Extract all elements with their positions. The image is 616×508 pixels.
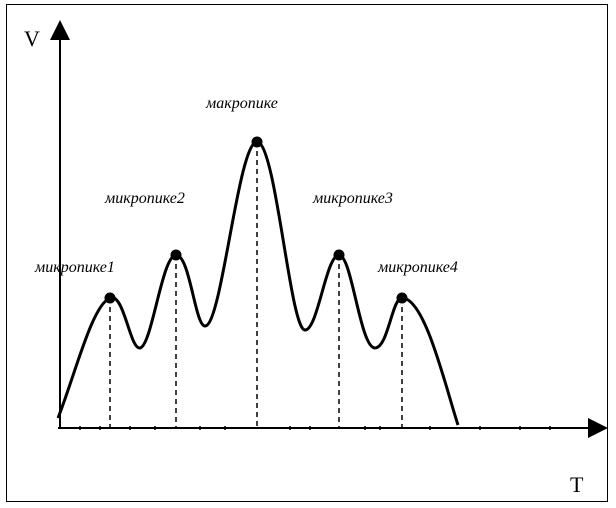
peak-label-5: микропике4 [377, 259, 458, 276]
peak-label-2: микропике2 [104, 190, 185, 207]
peak-label-1: микропике1 [34, 259, 115, 276]
peak-marker-2 [170, 249, 182, 261]
peak-drop-lines [109, 142, 403, 428]
peak-label-4: микропике3 [312, 190, 393, 207]
signal-curve [56, 140, 460, 426]
peak-markers [104, 136, 408, 304]
x-axis-ticks [79, 426, 551, 430]
peak-marker-5 [396, 292, 408, 304]
diagram-frame [6, 4, 608, 502]
peak-label-3: макропике [205, 95, 278, 112]
x-axis-label: T [570, 472, 584, 497]
peak-marker-1 [104, 292, 116, 304]
peak-marker-4 [333, 249, 345, 261]
y-axis-label: V [24, 26, 40, 51]
peak-marker-3 [251, 136, 263, 148]
